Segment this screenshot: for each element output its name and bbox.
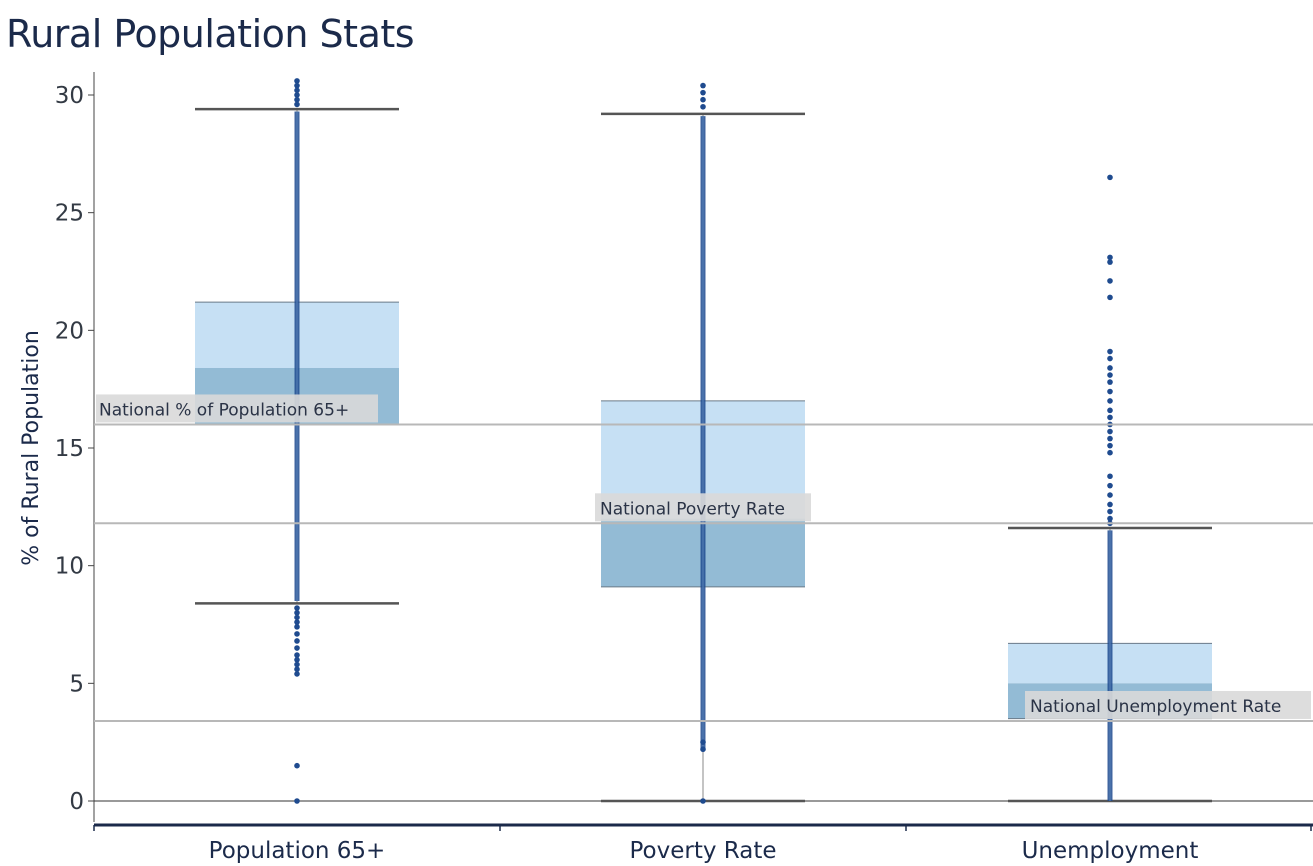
data-point (1107, 449, 1113, 456)
data-point (1107, 442, 1113, 449)
data-point (1107, 407, 1113, 414)
data-point (1107, 414, 1113, 421)
data-point (700, 739, 706, 745)
y-tick-label: 30 (55, 83, 84, 109)
data-point (700, 82, 706, 89)
data-point (294, 666, 300, 673)
y-tick-label: 0 (69, 789, 84, 815)
data-point (1107, 388, 1113, 395)
data-point (294, 96, 300, 103)
reference-label-bg (1025, 690, 1311, 719)
data-point (1107, 379, 1113, 385)
data-point (1107, 372, 1113, 378)
data-point (1107, 473, 1113, 480)
data-point (1107, 501, 1113, 508)
reference-label: National Unemployment Rate (1030, 697, 1281, 717)
data-point (294, 614, 300, 621)
data-point (294, 661, 300, 668)
data-point (294, 87, 300, 94)
reference-label-bg (96, 394, 378, 423)
data-point (1107, 348, 1113, 355)
data-point (1107, 508, 1113, 515)
data-point (294, 92, 300, 98)
data-point (294, 624, 300, 630)
data-point (294, 101, 300, 108)
reference-label-bg (595, 493, 811, 522)
data-point (1107, 294, 1113, 301)
y-tick-label: 25 (55, 201, 84, 227)
data-point (1107, 515, 1113, 522)
data-point (1107, 355, 1113, 362)
data-point (1107, 428, 1113, 435)
reference-label: National Poverty Rate (600, 499, 785, 519)
data-point (294, 78, 300, 84)
y-tick-label: 10 (55, 554, 84, 580)
y-tick-label: 5 (69, 671, 84, 697)
data-point (1107, 482, 1113, 489)
data-point (1107, 259, 1113, 265)
data-point (1107, 435, 1113, 442)
data-point (1107, 254, 1113, 261)
reference-label: National % of Population 65+ (99, 400, 349, 420)
data-point (294, 638, 300, 644)
data-point (294, 652, 300, 658)
data-point (294, 631, 300, 637)
data-point (294, 605, 300, 611)
x-category-label: Poverty Rate (629, 838, 776, 864)
y-tick-label: 20 (55, 318, 84, 344)
data-point (1107, 365, 1113, 371)
y-tick-label: 15 (55, 436, 84, 462)
data-point (294, 82, 300, 89)
data-point (1107, 492, 1113, 498)
data-point (294, 762, 300, 769)
data-point (294, 619, 300, 625)
data-point (1107, 278, 1113, 284)
data-point (700, 89, 706, 96)
data-point (700, 96, 706, 103)
x-category-label: Population 65+ (209, 838, 386, 864)
data-point (700, 746, 706, 753)
data-point (700, 103, 706, 110)
data-point (294, 671, 300, 677)
y-axis-title: % of Rural Population (19, 330, 44, 566)
data-point (294, 645, 300, 651)
x-category-label: Unemployment (1022, 838, 1199, 864)
data-point (1107, 174, 1113, 181)
data-point (1107, 398, 1113, 404)
data-point (700, 798, 706, 804)
data-point (294, 657, 300, 663)
page-title: Rural Population Stats (6, 12, 415, 56)
data-point (294, 609, 300, 616)
data-point (294, 798, 300, 804)
